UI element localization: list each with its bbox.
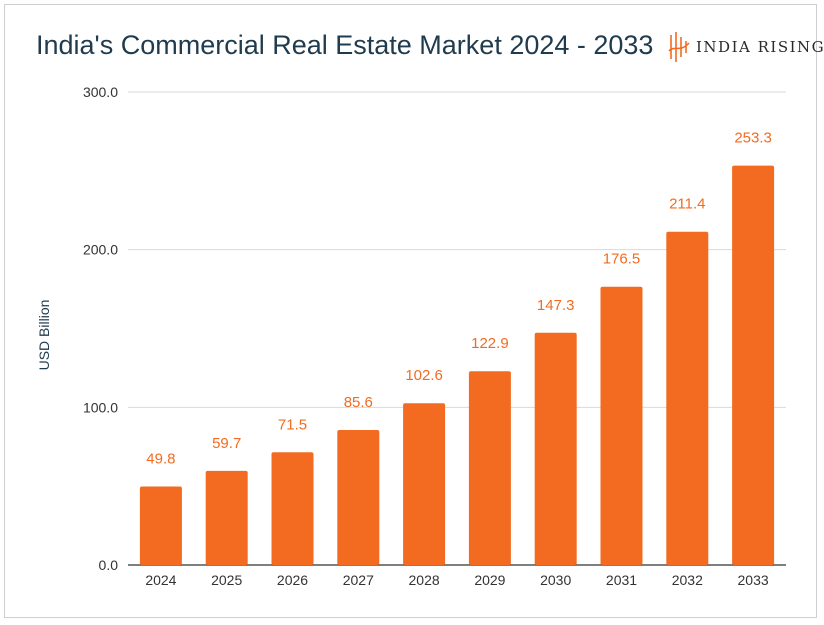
value-label: 102.6 [405, 367, 443, 384]
bar-2025 [205, 470, 248, 565]
value-label: 71.5 [278, 416, 307, 433]
bar-2029 [468, 371, 511, 565]
value-label: 122.9 [471, 335, 509, 352]
bar-2024 [139, 486, 182, 565]
brand-logo: INDIA RISING [668, 30, 824, 64]
bar-2027 [337, 430, 380, 565]
india-rising-logo-icon [668, 32, 690, 62]
x-tick-label: 2032 [672, 572, 703, 588]
x-tick-label: 2026 [277, 572, 308, 588]
value-label: 176.5 [603, 251, 641, 268]
y-tick-label: 0.0 [99, 557, 119, 573]
bar-2031 [600, 286, 643, 565]
y-tick-label: 100.0 [83, 399, 118, 415]
chart-title: India's Commercial Real Estate Market 20… [36, 30, 654, 60]
brand-name: INDIA RISING [696, 38, 824, 56]
value-label: 49.8 [146, 450, 175, 467]
y-tick-label: 300.0 [83, 84, 118, 100]
x-tick-label: 2025 [211, 572, 242, 588]
y-axis-label: USD Billion [36, 300, 52, 371]
x-tick-label: 2033 [738, 572, 769, 588]
x-tick-label: 2031 [606, 572, 637, 588]
y-axis-ticks: 0.0 100.0 200.0 300.0 [83, 84, 118, 573]
value-label: 59.7 [212, 435, 241, 452]
bar-2032 [666, 231, 709, 565]
bar-2033 [732, 165, 775, 565]
bar-2028 [403, 403, 446, 565]
x-tick-label: 2030 [540, 572, 571, 588]
x-tick-label: 2024 [145, 572, 176, 588]
value-label: 147.3 [537, 297, 575, 314]
y-tick-label: 200.0 [83, 242, 118, 258]
x-axis-ticks: 2024 2025 2026 2027 2028 2029 2030 2031 2032 2033 [145, 572, 769, 588]
value-label: 85.6 [344, 394, 373, 411]
x-tick-label: 2028 [409, 572, 440, 588]
value-label: 211.4 [669, 196, 705, 213]
x-tick-label: 2029 [474, 572, 505, 588]
value-label: 253.3 [734, 130, 772, 147]
bars [139, 165, 775, 565]
bar-2026 [271, 452, 314, 565]
bar-2030 [534, 332, 577, 565]
value-labels: 49.8 59.7 71.5 85.6 102.6 122.9 147.3 176.5 211.… [146, 130, 772, 468]
x-tick-label: 2027 [343, 572, 374, 588]
